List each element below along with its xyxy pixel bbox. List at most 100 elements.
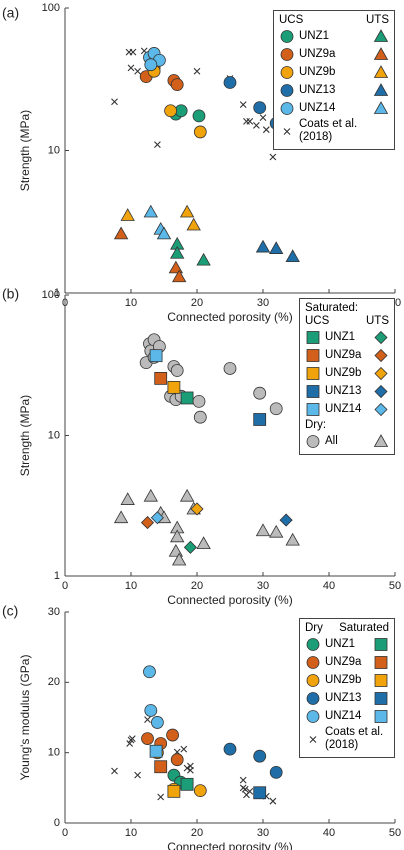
legend-label: UNZ9a	[299, 47, 336, 60]
marker-circle	[280, 84, 294, 97]
marker-circle	[144, 704, 158, 717]
marker-triangle	[179, 204, 195, 218]
marker-circle	[170, 78, 184, 92]
marker-square	[374, 638, 388, 651]
marker-square	[154, 371, 168, 385]
legend-header: UCS UTS	[305, 315, 389, 327]
legend-row: All	[305, 433, 389, 449]
marker-circle	[223, 76, 237, 89]
legend-group-label: UCS	[279, 14, 304, 26]
marker-circle	[170, 364, 184, 377]
legend-label: UNZ9b	[325, 366, 362, 379]
legend-swatch	[374, 638, 388, 651]
marker-circle	[193, 784, 207, 798]
panel-label: (a)	[2, 5, 19, 21]
x-tick-label: 0	[62, 827, 68, 839]
marker-diamond	[374, 348, 388, 363]
legend-row: UNZ9b	[305, 365, 389, 381]
legend-row: UNZ9a	[305, 347, 389, 363]
marker-circle	[223, 742, 237, 756]
legend-label: UNZ14	[325, 402, 362, 415]
legend-row: Coats et al. (2018)	[305, 726, 389, 752]
marker-x	[259, 114, 267, 122]
x-tick-label: 20	[191, 827, 203, 839]
legend-swatch	[306, 435, 320, 448]
legend-swatch	[306, 349, 320, 362]
marker-x	[283, 128, 291, 135]
y-tick-label: 20	[48, 676, 60, 688]
marker-triangle	[285, 249, 300, 263]
marker-circle	[280, 66, 294, 79]
y-tick-label: 10	[48, 747, 60, 759]
marker-circle	[193, 125, 207, 139]
marker-square	[180, 777, 194, 791]
legend: Saturated: UCS UTS UNZ1 UNZ9a UNZ9b UNZ13 UNZ14…	[299, 298, 395, 455]
legend-row: UNZ14	[279, 100, 389, 116]
marker-triangle	[373, 434, 389, 447]
legend-swatch	[306, 674, 320, 687]
marker-diamond	[150, 511, 164, 525]
marker-square	[154, 760, 168, 774]
marker-x	[243, 118, 250, 125]
marker-diamond	[140, 516, 155, 530]
marker-diamond	[374, 330, 388, 345]
legend-swatch	[309, 736, 317, 743]
marker-x	[129, 48, 137, 56]
legend-row: UNZ9a	[305, 654, 389, 670]
legend-row: UNZ9b	[305, 672, 389, 688]
legend-swatch	[280, 102, 294, 115]
marker-x	[180, 745, 188, 753]
marker-x	[253, 122, 260, 129]
legend-row: UNZ14	[305, 401, 389, 417]
marker-circle	[223, 362, 237, 375]
marker-square	[374, 656, 388, 669]
legend-swatch	[374, 656, 388, 669]
legend-row: UNZ9b	[279, 64, 389, 80]
legend-label: UNZ1	[325, 330, 356, 343]
marker-triangle	[120, 208, 135, 221]
marker-circle	[269, 402, 283, 416]
marker-square	[306, 331, 320, 344]
legend-swatch	[374, 366, 388, 381]
legend-title: Dry:	[305, 419, 327, 431]
marker-x	[111, 767, 118, 775]
marker-x	[239, 101, 247, 108]
marker-circle	[306, 435, 320, 448]
legend-swatch	[373, 101, 389, 114]
marker-square	[306, 349, 320, 362]
legend-group-label: UCS	[305, 315, 330, 327]
legend-swatch	[373, 29, 389, 42]
marker-triangle	[373, 83, 389, 96]
legend-swatch	[306, 710, 320, 723]
legend-group-label: Saturated	[339, 622, 389, 634]
panel-label: (c)	[2, 603, 18, 619]
marker-square	[374, 674, 388, 687]
marker-square	[374, 692, 388, 705]
x-tick-label: 20	[191, 580, 203, 592]
marker-square	[149, 349, 163, 363]
legend-swatch	[306, 367, 320, 380]
marker-triangle	[373, 29, 389, 42]
legend-swatch	[373, 47, 389, 60]
marker-circle	[192, 394, 206, 408]
marker-triangle	[171, 552, 187, 566]
marker-triangle	[269, 241, 284, 254]
marker-triangle	[196, 536, 211, 550]
x-tick-label: 40	[323, 580, 335, 592]
marker-x	[246, 118, 254, 125]
legend-label: UNZ1	[325, 637, 356, 650]
legend-label: UNZ1	[299, 29, 330, 42]
legend-label: Coats et al. (2018)	[325, 726, 384, 751]
marker-triangle	[168, 543, 184, 557]
y-axis-label: Strength (MPa)	[18, 395, 32, 476]
marker-circle	[280, 30, 294, 43]
marker-square	[167, 784, 181, 798]
marker-x	[241, 785, 249, 793]
marker-x	[134, 771, 141, 779]
legend-swatch	[374, 692, 388, 705]
marker-diamond	[374, 402, 388, 417]
legend-swatch	[283, 128, 291, 135]
marker-x	[127, 64, 135, 72]
marker-circle	[269, 765, 283, 779]
legend-label: All	[325, 434, 338, 447]
